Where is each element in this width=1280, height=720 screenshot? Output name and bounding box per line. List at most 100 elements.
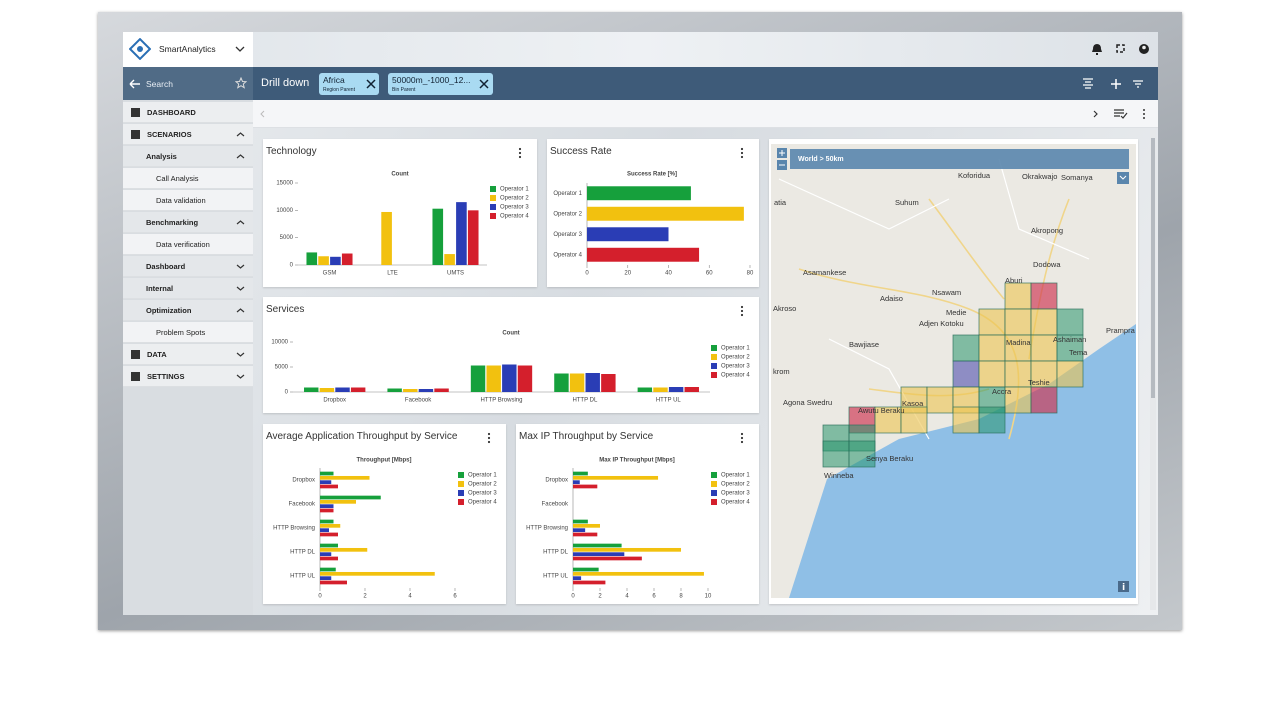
map-place: Teshie — [1028, 378, 1050, 387]
x-tick-label: Dropbox — [323, 398, 346, 404]
menu-dot — [740, 155, 744, 159]
sidebar-item[interactable]: Dashboard — [123, 256, 253, 277]
sidebar-item[interactable]: SCENARIOS — [123, 124, 253, 145]
x-tick-label: HTTP UL — [656, 398, 682, 404]
legend-swatch — [711, 372, 717, 378]
sidebar-item[interactable]: DATA — [123, 344, 253, 365]
filter-chip[interactable]: Africa Region Parent — [319, 73, 379, 95]
bar — [573, 576, 582, 581]
menu-dot — [487, 432, 491, 436]
bar — [341, 253, 353, 265]
legend-label: Operator 1 — [500, 187, 529, 193]
x-tick-label: 2 — [363, 594, 367, 600]
menu-dot — [740, 436, 744, 440]
bar — [320, 523, 341, 528]
tab-scroll-left[interactable] — [259, 110, 265, 118]
toolbar — [123, 67, 1158, 100]
panel-title: Max IP Throughput by Service — [519, 431, 654, 442]
map-place: Adaiso — [880, 294, 903, 303]
x-tick-label: 80 — [747, 271, 754, 277]
chip-close[interactable] — [479, 79, 489, 89]
menu-dot — [740, 313, 744, 317]
search-box[interactable]: Search — [123, 67, 253, 100]
map-cell — [1030, 386, 1058, 414]
bar — [573, 475, 659, 480]
y-tick-label: HTTP UL — [543, 574, 569, 580]
sidebar-item[interactable]: Benchmarking — [123, 212, 253, 233]
bar — [320, 528, 329, 533]
map[interactable]: Koforidua Okrakwajo Somanya atia Suhum Akropo… — [769, 139, 1138, 604]
legend-swatch — [711, 499, 717, 505]
back-arrow[interactable] — [129, 79, 141, 89]
legend-swatch — [458, 472, 464, 478]
menu-dot — [487, 436, 491, 440]
bar — [387, 388, 402, 392]
panel-menu[interactable] — [487, 432, 491, 444]
map-place: Ashaiman — [1053, 335, 1086, 344]
bar — [320, 571, 435, 576]
bar — [304, 387, 319, 392]
map-cell — [1004, 386, 1032, 414]
map-cell — [874, 406, 902, 434]
bar — [573, 471, 588, 476]
header-icons[interactable] — [1092, 42, 1152, 56]
map-place: Somanya — [1061, 173, 1094, 182]
chevron-shape — [236, 154, 245, 159]
map-cell — [900, 406, 928, 434]
map-cell — [1056, 334, 1084, 362]
x-tick-label: 6 — [453, 594, 457, 600]
icon-shape — [131, 108, 140, 117]
panel-menu[interactable] — [518, 147, 522, 159]
legend-label: Operator 3 — [721, 364, 750, 370]
chevron — [235, 46, 245, 52]
map-cell — [978, 406, 1006, 434]
bar — [403, 389, 418, 392]
sidebar-item[interactable]: Data verification — [123, 234, 253, 255]
map-place: Aburi — [1005, 276, 1023, 285]
bar — [573, 523, 600, 528]
app-name: SmartAnalytics — [159, 44, 216, 54]
y-tick-label: 0 — [290, 263, 294, 269]
y-tick-label: HTTP DL — [543, 550, 569, 556]
chip-close[interactable] — [366, 79, 376, 89]
map-cell — [1056, 360, 1084, 388]
sidebar-item[interactable]: SETTINGS — [123, 366, 253, 387]
legend-swatch — [458, 490, 464, 496]
tab-menu-icons[interactable] — [1113, 108, 1153, 120]
toolbar-icons[interactable] — [1082, 77, 1148, 91]
star-icon[interactable] — [235, 77, 247, 89]
legend-swatch — [490, 213, 496, 219]
bar — [684, 387, 699, 392]
map-breadcrumb: World > 50km — [798, 156, 844, 163]
panel-menu[interactable] — [740, 432, 744, 444]
legend-label: Operator 4 — [721, 500, 750, 506]
sidebar-item[interactable]: Call Analysis — [123, 168, 253, 189]
sidebar-item[interactable]: Analysis — [123, 146, 253, 167]
sidebar-item[interactable]: Problem Spots — [123, 322, 253, 343]
chart: Count Operator 1 Operator 2 Operator 3 Opera… — [271, 305, 750, 404]
bar — [350, 387, 366, 392]
app-logo[interactable]: SmartAnalytics — [123, 32, 253, 67]
sidebar-item[interactable]: DASHBOARD — [123, 102, 253, 123]
legend-label: Operator 3 — [468, 491, 497, 497]
menu-dot — [740, 309, 744, 313]
map-dropdown[interactable] — [1117, 172, 1129, 184]
sidebar-item[interactable]: Data validation — [123, 190, 253, 211]
bar — [573, 480, 580, 485]
filter-chip[interactable]: 50000m_-1000_12... Bin Parent — [388, 73, 493, 95]
bar — [320, 532, 338, 537]
map-cell — [1030, 360, 1058, 388]
sidebar-item[interactable]: Internal — [123, 278, 253, 299]
scrollbar[interactable] — [1150, 130, 1156, 610]
sidebar-item[interactable]: Optimization — [123, 300, 253, 321]
panel-menu[interactable] — [740, 147, 744, 159]
map-place: Nsawam — [932, 288, 961, 297]
tab-scroll-right[interactable] — [1093, 110, 1099, 118]
panel-menu[interactable] — [740, 305, 744, 317]
bar — [486, 365, 501, 392]
legend-swatch — [711, 472, 717, 478]
map-place: Bawjiase — [849, 340, 879, 349]
chart-panel: Success Rate Success Rate [%] 0 20 40 60 80 Ope… — [547, 139, 759, 287]
bar — [320, 543, 338, 548]
map-panel: Koforidua Okrakwajo Somanya atia Suhum Akropo… — [769, 139, 1138, 604]
